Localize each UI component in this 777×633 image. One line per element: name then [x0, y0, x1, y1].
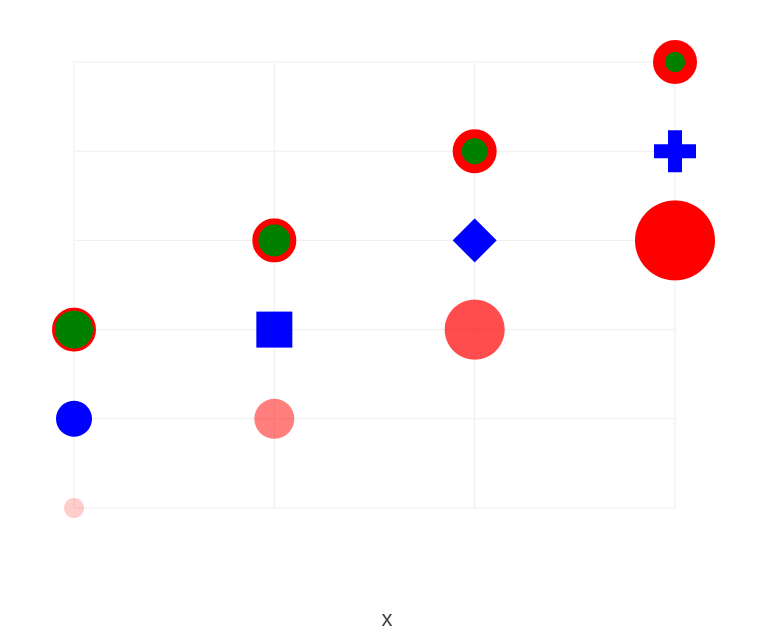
series1-point-2 — [254, 398, 295, 439]
x-axis-title: x — [382, 606, 393, 631]
series1-point-3 — [444, 299, 505, 360]
series2-point-3 — [452, 218, 497, 263]
series3-point-2 — [252, 218, 297, 263]
grid-lines — [73, 61, 676, 509]
series3-point-3 — [452, 129, 497, 174]
series3-point-4 — [653, 40, 697, 84]
series1-point-4 — [635, 200, 715, 281]
series2-point-2 — [256, 311, 293, 348]
series3-point-1 — [52, 307, 96, 352]
series2-point-4 — [654, 130, 696, 173]
chart-marks — [52, 40, 715, 518]
series2-point-1 — [56, 400, 92, 437]
series1-point-1 — [64, 498, 84, 518]
